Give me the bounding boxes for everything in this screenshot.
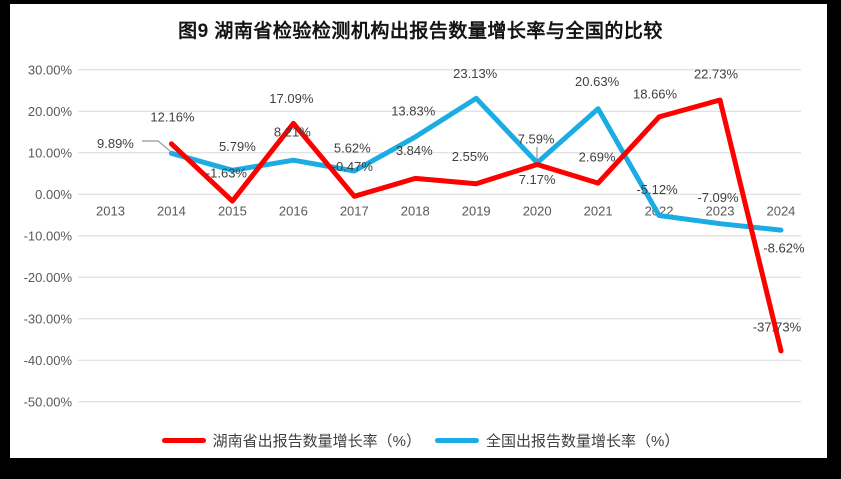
national-data-label: -8.62% [763, 241, 805, 256]
frame-bottom-edge [0, 458, 841, 479]
frame-top-edge [0, 0, 841, 4]
y-axis-tick-label: -30.00% [24, 311, 73, 326]
y-axis-tick-label: 20.00% [28, 104, 73, 119]
legend-label-hunan: 湖南省出报告数量增长率（%） [212, 433, 421, 450]
x-axis-category-label: 2013 [96, 204, 125, 219]
hunan-data-label: -0.47% [332, 159, 374, 174]
hunan-data-label: 12.16% [150, 109, 195, 124]
x-axis-category-label: 2018 [401, 204, 430, 219]
y-axis-tick-label: -40.00% [24, 353, 73, 368]
y-axis-tick-label: 10.00% [28, 145, 73, 160]
national-data-label: 9.89% [97, 136, 134, 151]
x-axis-category-label: 2023 [706, 204, 735, 219]
national-data-label: -5.12% [636, 182, 678, 197]
national-series-swatch [435, 438, 479, 443]
hunan-data-label: 2.69% [579, 150, 616, 165]
x-axis-category-label: 2015 [218, 204, 247, 219]
legend-label-national: 全国出报告数量增长率（%） [486, 433, 680, 450]
hunan-data-label: 18.66% [633, 86, 678, 101]
x-axis-category-label: 2021 [584, 204, 613, 219]
y-axis-tick-label: -10.00% [24, 228, 73, 243]
chart-legend: 湖南省出报告数量增长率（%） 全国出报告数量增长率（%） [0, 430, 841, 451]
label-leader-line [142, 140, 171, 152]
y-axis-tick-label: 0.00% [35, 187, 72, 202]
x-axis-category-label: 2014 [157, 204, 186, 219]
hunan-data-label: 3.84% [396, 143, 433, 158]
legend-item-national: 全国出报告数量增长率（%） [435, 430, 679, 451]
national-data-label: 7.59% [518, 131, 555, 146]
hunan-data-label: 17.09% [269, 91, 314, 106]
hunan-series-line [168, 97, 784, 354]
national-data-label: 13.83% [391, 103, 436, 118]
national-data-label: 5.79% [219, 139, 256, 154]
frame-right-edge [827, 0, 841, 479]
hunan-series-swatch [161, 438, 206, 443]
national-data-label: 5.62% [334, 140, 371, 155]
national-data-label: 20.63% [575, 74, 620, 89]
x-axis-category-label: 2024 [766, 204, 795, 219]
national-data-label: 8.21% [274, 125, 311, 140]
hunan-data-label: 22.73% [694, 66, 739, 81]
x-axis-category-label: 2020 [523, 204, 552, 219]
chart-title: 图9 湖南省检验检测机构出报告数量增长率与全国的比较 [178, 21, 663, 42]
hunan-data-label: -1.63% [206, 166, 248, 181]
y-axis-tick-label: 30.00% [28, 62, 73, 77]
national-data-label: 23.13% [453, 66, 498, 81]
frame-left-edge [0, 0, 10, 479]
x-axis-category-label: 2019 [462, 204, 491, 219]
legend-item-hunan: 湖南省出报告数量增长率（%） [161, 430, 421, 451]
x-axis-category-label: 2016 [279, 204, 308, 219]
y-axis-tick-label: -50.00% [24, 394, 73, 409]
national-series-line [168, 95, 784, 233]
hunan-data-label: 2.55% [452, 149, 489, 164]
hunan-data-label: 7.17% [519, 172, 556, 187]
x-axis-category-label: 2017 [340, 204, 369, 219]
y-axis-tick-label: -20.00% [24, 270, 73, 285]
national-data-label: -7.09% [697, 190, 739, 205]
hunan-data-label: -37.73% [753, 319, 802, 334]
